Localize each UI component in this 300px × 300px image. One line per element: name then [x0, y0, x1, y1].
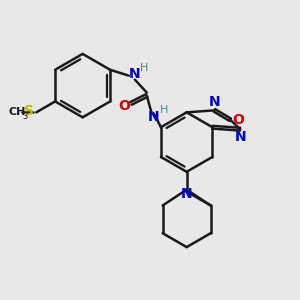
Text: H: H — [159, 105, 168, 116]
Text: N: N — [208, 95, 220, 110]
Text: N: N — [234, 130, 246, 144]
Text: N: N — [148, 110, 160, 124]
Text: H: H — [140, 63, 148, 73]
Text: 3: 3 — [23, 112, 28, 121]
Text: N: N — [129, 67, 141, 81]
Text: CH: CH — [9, 107, 26, 117]
Text: O: O — [232, 113, 244, 127]
Text: S: S — [24, 104, 34, 118]
Text: O: O — [118, 99, 130, 113]
Text: N: N — [181, 187, 193, 201]
